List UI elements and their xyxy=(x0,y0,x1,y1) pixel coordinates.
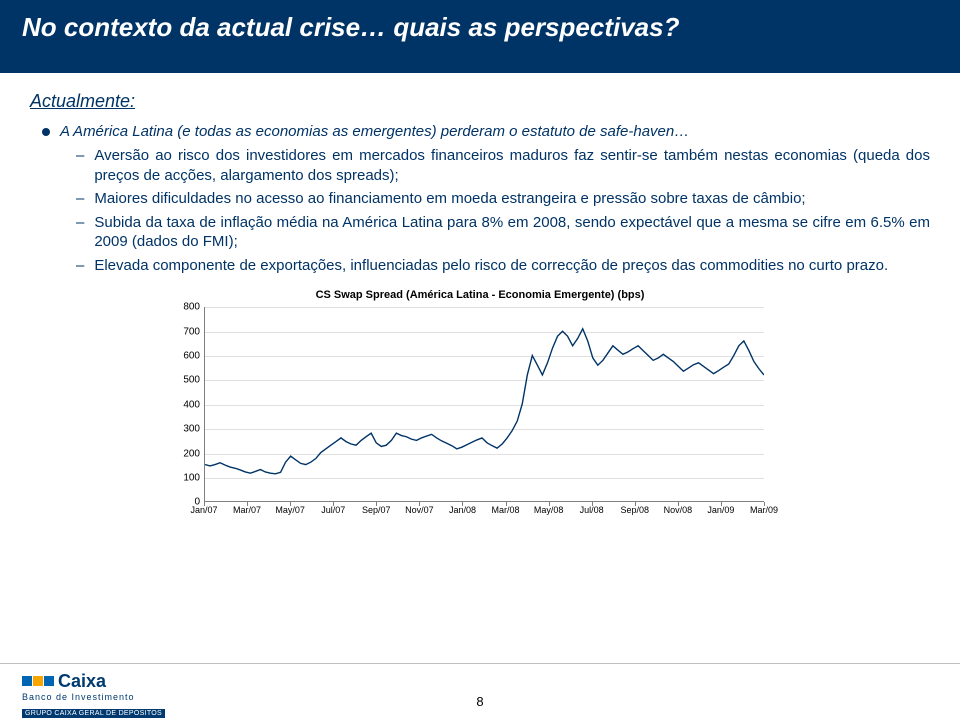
chart-x-label: Jan/07 xyxy=(190,505,217,515)
chart-y-label: 800 xyxy=(168,302,200,313)
logo-square xyxy=(33,676,43,686)
chart-x-label: Jan/09 xyxy=(707,505,734,515)
bullet-level2: –Aversão ao risco dos investidores em me… xyxy=(76,146,930,185)
chart-x-label: Jan/08 xyxy=(449,505,476,515)
page-number: 8 xyxy=(476,694,483,709)
chart-plot xyxy=(204,307,764,502)
logo-row: Caixa xyxy=(22,672,165,690)
chart-y-label: 500 xyxy=(168,375,200,386)
chart-y-label: 300 xyxy=(168,424,200,435)
bullet-level2: –Subida da taxa de inflação média na Amé… xyxy=(76,213,930,252)
chart-x-label: Mar/09 xyxy=(750,505,778,515)
chart-x-label: Sep/07 xyxy=(362,505,391,515)
chart-box: 0100200300400500600700800Jan/07Mar/07May… xyxy=(170,307,790,525)
bullet-l2-text: Aversão ao risco dos investidores em mer… xyxy=(94,146,930,185)
chart-x-label: Mar/08 xyxy=(492,505,520,515)
bullet-level2: –Elevada componente de exportações, infl… xyxy=(76,256,930,276)
chart-series-line xyxy=(205,329,764,474)
chart-x-label: May/07 xyxy=(275,505,305,515)
chart-y-label: 200 xyxy=(168,448,200,459)
chart-x-label: Nov/08 xyxy=(664,505,693,515)
dash-icon: – xyxy=(76,146,84,166)
logo-tag: GRUPO CAIXA GERAL DE DEPÓSITOS xyxy=(22,709,165,718)
chart-title: CS Swap Spread (América Latina - Economi… xyxy=(170,289,790,301)
dash-icon: – xyxy=(76,213,84,233)
subheading: Actualmente: xyxy=(30,91,930,112)
chart-y-label: 100 xyxy=(168,472,200,483)
chart-y-label: 600 xyxy=(168,351,200,362)
chart-line-svg xyxy=(205,307,764,501)
title-band: No contexto da actual crise… quais as pe… xyxy=(0,0,960,73)
chart-x-label: Nov/07 xyxy=(405,505,434,515)
chart-x-label: May/08 xyxy=(534,505,564,515)
logo: Caixa Banco de Investimento GRUPO CAIXA … xyxy=(22,672,165,720)
logo-sub: Banco de Investimento xyxy=(22,692,165,702)
bullet-l2-text: Maiores dificuldades no acesso ao financ… xyxy=(94,189,805,209)
bullet-l2-text: Elevada componente de exportações, influ… xyxy=(94,256,888,276)
logo-squares xyxy=(22,676,55,686)
logo-square xyxy=(44,676,54,686)
bullet-disc-icon xyxy=(42,128,50,136)
bullet-l2-text: Subida da taxa de inflação média na Amér… xyxy=(94,213,930,252)
logo-text: Caixa xyxy=(58,672,106,690)
bullet-level1: A América Latina (e todas as economias a… xyxy=(42,122,930,142)
dash-icon: – xyxy=(76,256,84,276)
chart-area: CS Swap Spread (América Latina - Economi… xyxy=(170,289,790,525)
dash-icon: – xyxy=(76,189,84,209)
chart-x-label: Jul/08 xyxy=(580,505,604,515)
chart-x-label: Jul/07 xyxy=(321,505,345,515)
bullet-l1-text: A América Latina (e todas as economias a… xyxy=(60,122,689,142)
bullet-l2-container: –Aversão ao risco dos investidores em me… xyxy=(30,146,930,275)
content-area: Actualmente: A América Latina (e todas a… xyxy=(0,73,960,525)
footer: Caixa Banco de Investimento GRUPO CAIXA … xyxy=(0,663,960,715)
chart-x-label: Sep/08 xyxy=(621,505,650,515)
chart-x-label: Mar/07 xyxy=(233,505,261,515)
logo-square xyxy=(22,676,32,686)
chart-y-label: 700 xyxy=(168,326,200,337)
chart-y-label: 400 xyxy=(168,399,200,410)
page-title: No contexto da actual crise… quais as pe… xyxy=(22,12,938,43)
bullet-level2: –Maiores dificuldades no acesso ao finan… xyxy=(76,189,930,209)
